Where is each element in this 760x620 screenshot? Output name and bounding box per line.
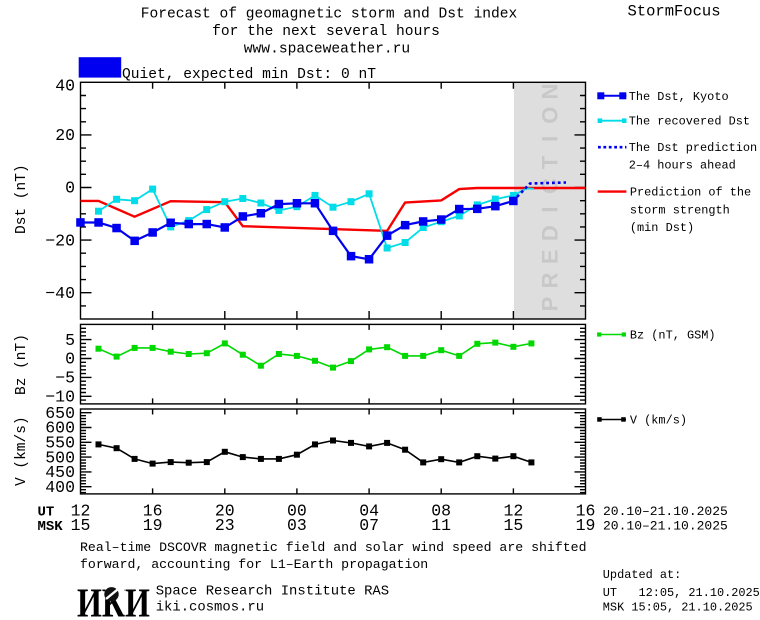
svg-text:16: 16 <box>576 502 596 521</box>
svg-text:600: 600 <box>45 419 75 438</box>
svg-text:V (km/s): V (km/s) <box>14 416 30 486</box>
svg-text:MSK 15:05, 21.10.2025: MSK 15:05, 21.10.2025 <box>603 600 753 614</box>
svg-text:N: N <box>538 84 563 100</box>
svg-text:07: 07 <box>359 516 379 535</box>
svg-text:450: 450 <box>45 463 75 482</box>
svg-text:−20: −20 <box>45 231 75 250</box>
svg-text:C: C <box>538 178 563 194</box>
svg-text:2–4 hours ahead: 2–4 hours ahead <box>629 159 736 173</box>
svg-text:04: 04 <box>359 502 379 521</box>
svg-text:650: 650 <box>45 404 75 423</box>
svg-text:Real–time DSCOVR magnetic fiel: Real–time DSCOVR magnetic field and sola… <box>80 540 586 555</box>
svg-text:11: 11 <box>431 516 451 535</box>
svg-text:O: O <box>538 107 563 124</box>
svg-text:StormFocus: StormFocus <box>627 3 720 21</box>
svg-text:R: R <box>538 272 563 288</box>
svg-text:www.spaceweather.ru: www.spaceweather.ru <box>244 41 410 57</box>
svg-text:15: 15 <box>503 516 523 535</box>
svg-text:−5: −5 <box>55 369 75 388</box>
svg-text:Updated at:: Updated at: <box>603 568 682 582</box>
svg-text:Dst (nT): Dst (nT) <box>14 164 30 234</box>
svg-text:(min Dst): (min Dst) <box>630 221 694 235</box>
svg-text:16: 16 <box>143 502 163 521</box>
svg-text:12: 12 <box>71 502 91 521</box>
svg-text:The Dst prediction: The Dst prediction <box>629 141 757 155</box>
svg-text:19: 19 <box>143 516 163 535</box>
svg-text:20: 20 <box>215 502 235 521</box>
svg-text:5: 5 <box>65 331 75 350</box>
svg-text:03: 03 <box>287 516 307 535</box>
svg-text:23: 23 <box>215 516 235 535</box>
svg-text:D: D <box>538 225 563 241</box>
svg-text:Bz (nT, GSM): Bz (nT, GSM) <box>630 329 716 343</box>
svg-text:20: 20 <box>55 126 75 145</box>
svg-text:iki.cosmos.ru: iki.cosmos.ru <box>156 600 264 616</box>
svg-text:Forecast of geomagnetic storm: Forecast of geomagnetic storm and Dst in… <box>141 7 518 23</box>
svg-text:Bz (nT): Bz (nT) <box>14 334 30 395</box>
svg-text:for the next several hours: for the next several hours <box>212 24 440 40</box>
svg-text:19: 19 <box>576 516 596 535</box>
svg-text:I: I <box>538 207 563 213</box>
svg-text:550: 550 <box>45 434 75 453</box>
svg-text:0: 0 <box>65 179 75 198</box>
svg-text:P: P <box>538 297 563 312</box>
svg-text:storm strength: storm strength <box>630 204 730 218</box>
svg-text:12: 12 <box>503 502 523 521</box>
svg-text:Prediction of the: Prediction of the <box>630 186 751 200</box>
svg-text:The Dst, Kyoto: The Dst, Kyoto <box>629 90 729 104</box>
svg-text:T: T <box>538 155 563 169</box>
svg-text:0: 0 <box>65 350 75 369</box>
svg-text:40: 40 <box>55 76 75 95</box>
svg-text:15: 15 <box>71 516 91 535</box>
svg-text:Quiet, expected min Dst: 0 nT: Quiet, expected min Dst: 0 nT <box>122 67 376 83</box>
svg-text:I: I <box>538 136 563 142</box>
svg-text:400: 400 <box>45 478 75 497</box>
svg-text:V (km/s): V (km/s) <box>630 414 687 428</box>
svg-text:08: 08 <box>431 502 451 521</box>
svg-text:Space Research Institute RAS: Space Research Institute RAS <box>156 584 389 600</box>
svg-text:−40: −40 <box>45 284 75 303</box>
svg-text:forward, accounting for L1–Ear: forward, accounting for L1–Earth propaga… <box>80 557 428 572</box>
svg-text:UT: UT <box>38 505 55 521</box>
svg-text:The recovered Dst: The recovered Dst <box>629 115 750 129</box>
svg-text:00: 00 <box>287 502 307 521</box>
svg-text:MSK: MSK <box>38 519 64 535</box>
svg-text:20.10–21.10.2025: 20.10–21.10.2025 <box>603 519 728 534</box>
svg-text:20.10–21.10.2025: 20.10–21.10.2025 <box>603 504 728 519</box>
svg-text:500: 500 <box>45 448 75 467</box>
svg-text:UT 12:05, 21.10.2025: UT 12:05, 21.10.2025 <box>603 586 760 600</box>
svg-text:−10: −10 <box>45 388 75 407</box>
svg-text:E: E <box>538 249 563 264</box>
